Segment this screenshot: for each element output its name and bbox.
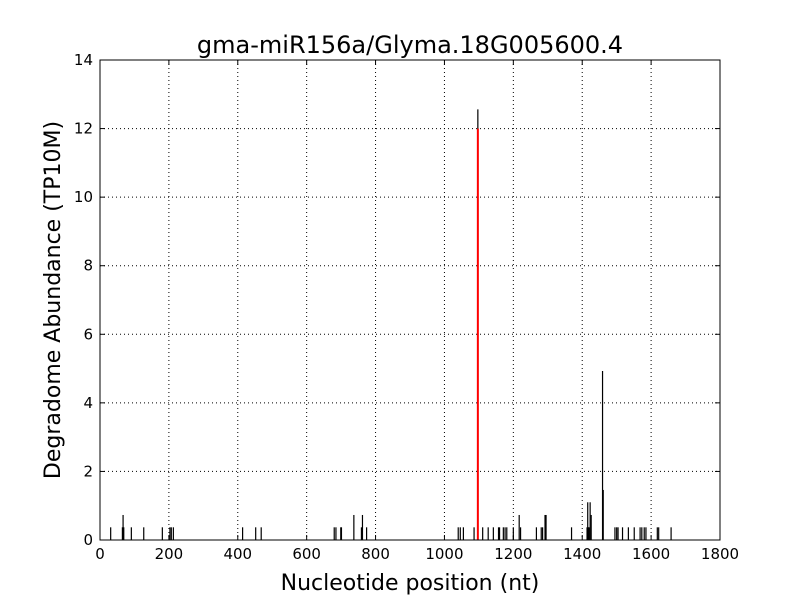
y-tick-label: 4	[83, 394, 93, 412]
x-tick-label: 1600	[632, 545, 670, 563]
y-tick-label: 2	[83, 462, 93, 480]
y-tick-label: 10	[74, 188, 93, 206]
plot-frame	[99, 59, 721, 541]
x-axis-label: Nucleotide position (nt)	[281, 571, 540, 596]
x-tick-label: 600	[292, 545, 321, 563]
grid	[100, 60, 720, 540]
y-axis-label: Degradome Abundance (TP10M)	[41, 121, 66, 479]
y-tick-label: 14	[74, 51, 93, 69]
x-tick-label: 1800	[701, 545, 739, 563]
y-tick-label: 0	[83, 531, 93, 549]
x-tick-label: 800	[361, 545, 390, 563]
chart-title: gma-miR156a/Glyma.18G005600.4	[197, 31, 623, 59]
x-tick-label: 1200	[494, 545, 532, 563]
y-tick-label: 6	[83, 325, 93, 343]
x-tick-label: 200	[155, 545, 184, 563]
y-tick-label: 12	[74, 120, 93, 138]
ticks: 0 200 400 600 800 1000 1200 1400 1600 1800 0 2 4 6 8 10…	[74, 51, 739, 563]
x-tick-label: 400	[223, 545, 252, 563]
x-tick-label: 0	[95, 545, 105, 563]
x-tick-label: 1000	[425, 545, 463, 563]
y-tick-label: 8	[83, 257, 93, 275]
x-tick-label: 1400	[563, 545, 601, 563]
bars	[110, 109, 672, 540]
